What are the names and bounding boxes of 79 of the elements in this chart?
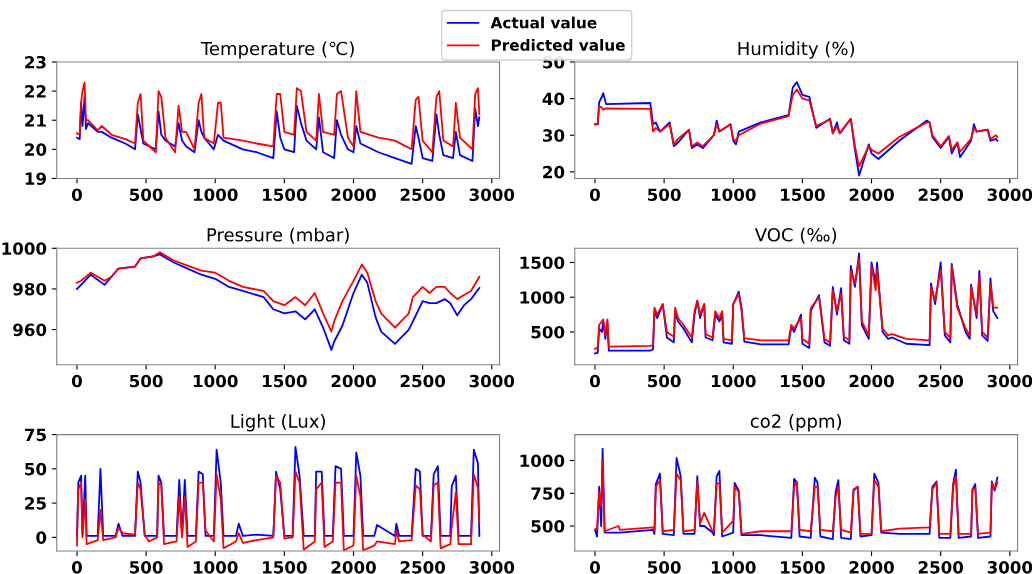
x-tick-label: 2000 xyxy=(849,188,894,202)
line-series xyxy=(76,96,481,165)
y-tick-label: 1000 xyxy=(520,291,565,304)
x-tick-label: 3000 xyxy=(469,188,515,202)
y-tick-label: 25 xyxy=(25,497,46,510)
x-tick-label: 1000 xyxy=(193,561,238,574)
y-tick-label: 21 xyxy=(25,114,46,127)
x-tick-label: 500 xyxy=(129,374,163,388)
y-tick-label: 40 xyxy=(542,92,565,106)
x-tick-label: 1500 xyxy=(781,374,825,388)
x-tick-label: 1000 xyxy=(193,188,238,202)
x-tick-label: 1500 xyxy=(781,561,825,574)
line-series xyxy=(76,470,481,552)
y-tick-label: 0 xyxy=(36,531,47,544)
y-tick-label: 1500 xyxy=(520,256,565,270)
x-tick-label: 0 xyxy=(589,374,600,388)
line-series xyxy=(594,88,999,168)
y-tick-label: 20 xyxy=(543,165,565,179)
y-tick-label: 75 xyxy=(24,428,46,442)
x-tick-label: 500 xyxy=(129,561,163,574)
legend-label: Actual value xyxy=(490,16,597,29)
x-tick-label: 1000 xyxy=(711,188,756,202)
x-tick-label: 500 xyxy=(648,374,681,388)
x-tick-label: 2000 xyxy=(331,561,376,574)
chart-title: VOC (‰) xyxy=(754,227,837,244)
x-tick-label: 1500 xyxy=(263,374,307,388)
y-tick-label: 980 xyxy=(13,282,47,296)
y-tick-label: 20 xyxy=(25,143,47,156)
y-tick-label: 23 xyxy=(25,55,46,69)
x-tick-label: 500 xyxy=(129,188,163,202)
y-tick-label: 960 xyxy=(13,323,47,337)
x-tick-label: 1000 xyxy=(711,374,756,388)
y-tick-label: 30 xyxy=(542,129,565,142)
x-tick-label: 3000 xyxy=(987,188,1032,202)
x-tick-label: 2500 xyxy=(400,188,446,202)
x-tick-label: 2000 xyxy=(849,561,894,574)
x-tick-label: 2500 xyxy=(918,188,964,202)
x-tick-label: 0 xyxy=(71,561,82,574)
chart-title: Humidity (%) xyxy=(738,41,855,59)
x-tick-label: 3000 xyxy=(987,561,1032,574)
x-tick-label: 500 xyxy=(648,561,681,574)
x-tick-label: 0 xyxy=(589,188,600,202)
y-tick-label: 19 xyxy=(25,172,46,185)
x-tick-label: 1500 xyxy=(263,188,307,202)
y-tick-label: 500 xyxy=(531,325,565,339)
x-tick-label: 3000 xyxy=(469,561,515,574)
line-series xyxy=(594,459,999,535)
chart-title: co2 (ppm) xyxy=(750,413,842,432)
y-tick-label: 22 xyxy=(25,85,46,98)
chart-title: Light (Lux) xyxy=(231,413,325,432)
chart-title: Temperature (℃) xyxy=(200,41,354,59)
x-tick-label: 2500 xyxy=(400,561,446,574)
y-tick-label: 50 xyxy=(25,462,47,476)
x-tick-label: 0 xyxy=(589,561,600,574)
x-tick-label: 2500 xyxy=(400,374,446,388)
x-tick-label: 500 xyxy=(648,188,681,202)
line-series xyxy=(76,253,481,351)
x-tick-label: 0 xyxy=(71,374,82,388)
x-tick-label: 2000 xyxy=(331,188,376,202)
y-tick-label: 1000 xyxy=(520,454,565,468)
x-tick-label: 1000 xyxy=(711,561,756,574)
y-tick-label: 750 xyxy=(531,487,565,500)
chart-title: Pressure (mbar) xyxy=(207,227,349,244)
y-tick-label: 50 xyxy=(543,55,565,69)
x-tick-label: 1500 xyxy=(263,561,307,574)
x-tick-label: 2000 xyxy=(331,374,376,388)
x-tick-label: 3000 xyxy=(987,374,1032,388)
x-tick-label: 2500 xyxy=(918,374,964,388)
x-tick-label: 2500 xyxy=(918,561,964,574)
y-tick-label: 500 xyxy=(531,519,565,533)
x-tick-label: 3000 xyxy=(469,374,515,388)
legend-label: Predicted value xyxy=(491,39,625,51)
x-tick-label: 2000 xyxy=(849,374,894,388)
x-tick-label: 1000 xyxy=(193,374,238,388)
x-tick-label: 0 xyxy=(71,188,82,202)
y-tick-label: 1000 xyxy=(2,242,47,255)
line-series xyxy=(76,251,481,333)
line-series xyxy=(76,81,481,154)
x-tick-label: 1500 xyxy=(781,188,825,202)
